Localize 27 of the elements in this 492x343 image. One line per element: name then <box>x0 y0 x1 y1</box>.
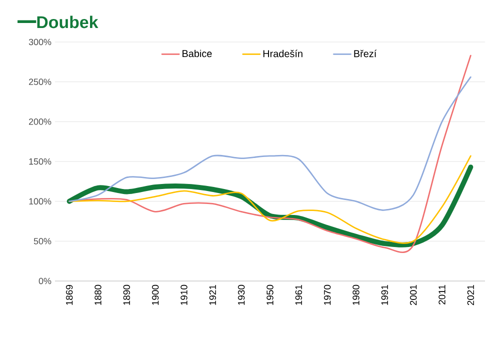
legend-label: Březí <box>354 50 377 58</box>
y-tick-label: 150% <box>29 158 52 165</box>
y-tick-label: 100% <box>29 198 52 205</box>
x-tick-label: 2011 <box>438 284 446 304</box>
legend-label: Hradešín <box>263 50 302 58</box>
x-tick-label: 1900 <box>152 284 159 305</box>
x-tick-label: 1930 <box>238 284 245 305</box>
y-tick-label: 200% <box>29 118 52 125</box>
y-tick-label: 0% <box>38 278 52 284</box>
x-tick-label: 1890 <box>123 284 130 305</box>
y-tick-label: 300% <box>28 38 52 46</box>
legend-label: Babice <box>182 50 212 58</box>
x-tick-label: 1880 <box>94 284 102 305</box>
x-tick-label: 1869 <box>66 284 73 305</box>
chart-title: Doubek <box>37 16 98 28</box>
x-tick-label: 1950 <box>266 284 274 305</box>
x-tick-label: 1961 <box>295 284 302 305</box>
x-tick-label: 2021 <box>467 284 474 306</box>
x-tick-label: 1910 <box>180 284 188 305</box>
y-tick-label: 50% <box>34 238 52 244</box>
x-tick-label: 1991 <box>381 284 388 305</box>
line-series <box>68 76 472 211</box>
x-tick-label: 2001 <box>410 284 417 306</box>
y-tick-label: 250% <box>29 78 52 86</box>
x-tick-label: 1921 <box>209 284 216 305</box>
x-tick-label: 1970 <box>324 284 331 305</box>
x-tick-label: 1980 <box>352 284 360 305</box>
